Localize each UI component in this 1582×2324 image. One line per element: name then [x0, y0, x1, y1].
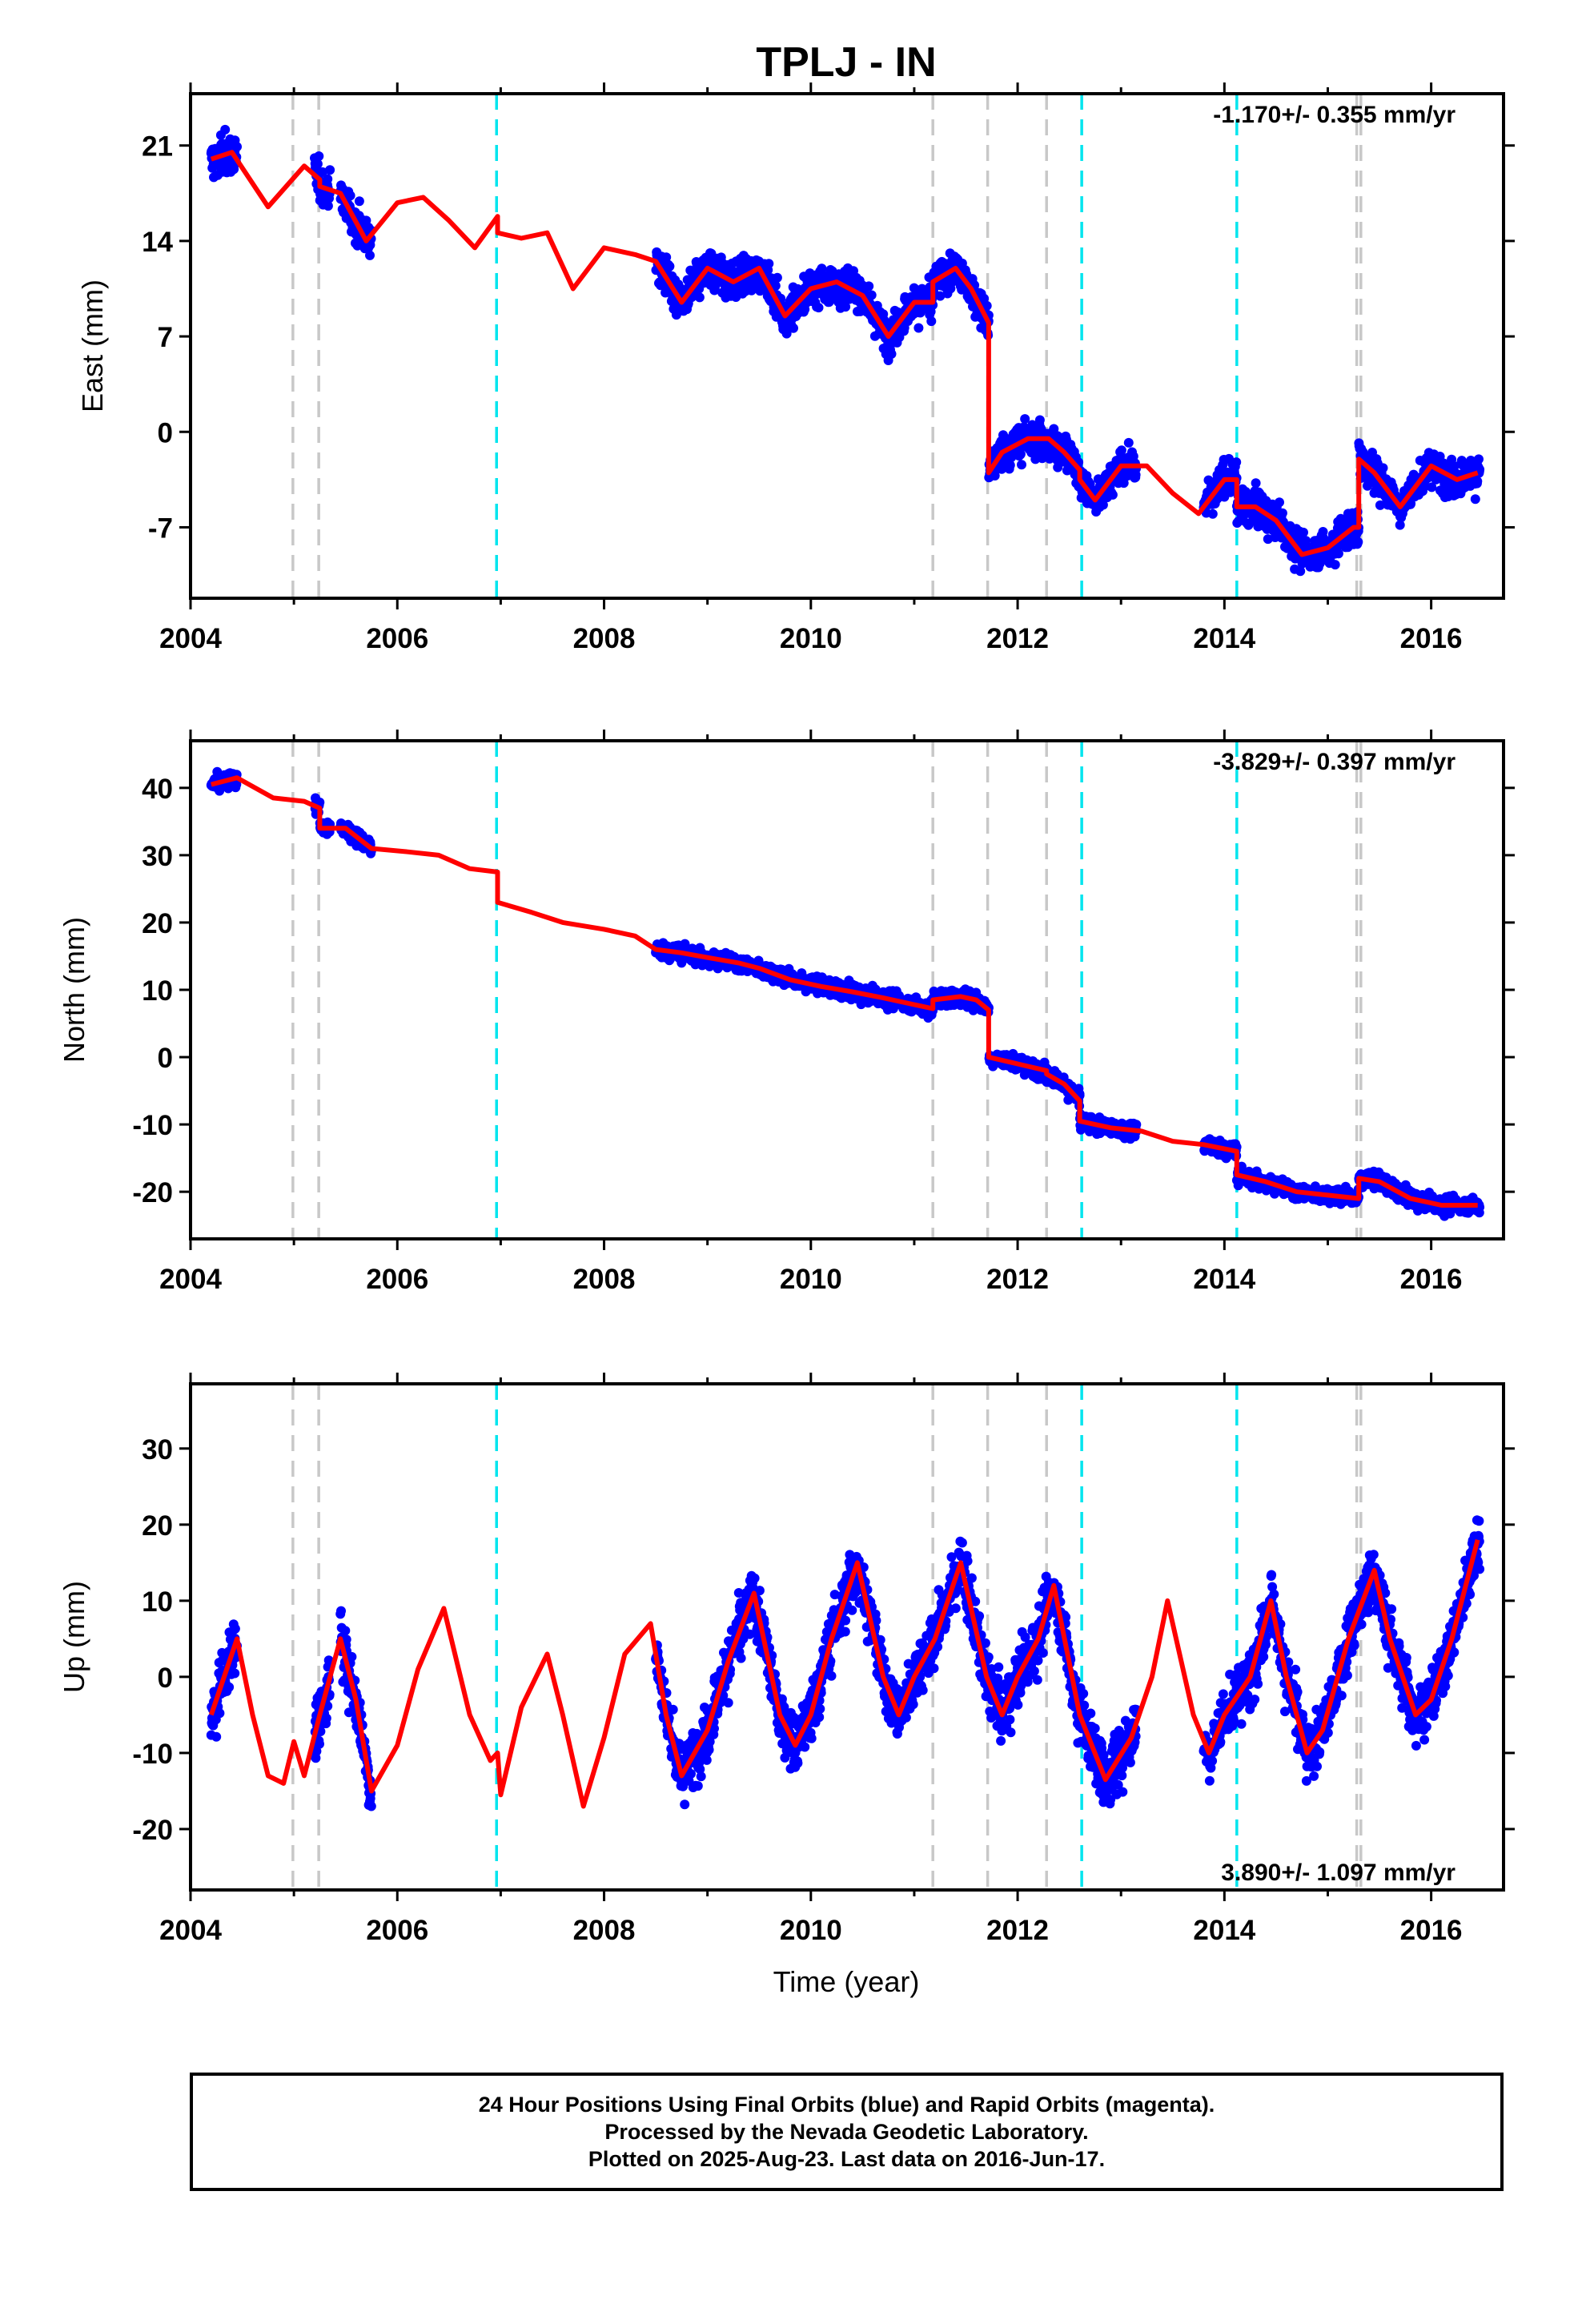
- east-data-point: [671, 310, 681, 320]
- east-rate-annotation: -1.170+/- 0.355 mm/yr: [1213, 102, 1456, 128]
- east-data-point: [1118, 478, 1129, 489]
- east-data-point: [772, 272, 782, 283]
- east-x-tick-label: 2014: [1193, 623, 1255, 654]
- east-x-tick-label: 2010: [780, 623, 842, 654]
- east-data-point: [1353, 537, 1363, 547]
- east-y-tick-label: 21: [142, 131, 173, 163]
- east-data-point: [1034, 415, 1045, 425]
- east-data-point: [1020, 414, 1030, 424]
- east-data-point: [694, 292, 705, 303]
- east-y-tick-label: -7: [148, 513, 173, 544]
- east-x-tick-label: 2006: [366, 623, 428, 654]
- east-data-point: [232, 142, 242, 152]
- east-data-point: [1299, 527, 1308, 537]
- east-data-point: [841, 302, 851, 312]
- east-y-axis-label: East (mm): [76, 279, 109, 412]
- east-data-point: [1116, 445, 1126, 456]
- east-data-point: [1251, 478, 1261, 489]
- east-data-point: [1474, 454, 1484, 464]
- east-data-point: [1107, 489, 1118, 500]
- east-data-point: [661, 252, 672, 263]
- east-y-tick-label: 14: [142, 227, 173, 258]
- east-data-point: [1470, 494, 1480, 505]
- east-data-point: [886, 349, 897, 359]
- east-y-tick-label: 0: [158, 417, 173, 448]
- east-data-point: [1005, 460, 1015, 470]
- north-data-points: [206, 766, 1485, 1221]
- east-data-point: [866, 290, 877, 300]
- east-y-tick-label: 7: [158, 322, 173, 353]
- east-data-point: [813, 303, 824, 313]
- east-x-tick-label: 2012: [986, 623, 1049, 654]
- east-data-point: [1275, 497, 1284, 508]
- east-data-point: [317, 167, 327, 177]
- east-data-point: [770, 280, 781, 291]
- east-data-points: [206, 124, 1485, 577]
- east-data-point: [864, 281, 874, 292]
- east-data-point: [323, 201, 333, 211]
- east-data-point: [1207, 509, 1218, 519]
- east-data-point: [764, 259, 774, 269]
- east-data-point: [1295, 566, 1306, 577]
- east-data-point: [665, 261, 675, 271]
- east-data-point: [1123, 437, 1134, 448]
- east-data-point: [1378, 463, 1388, 473]
- east-panel: -7 0 7 14 21 2004 2006 2008 2010 2012 2014 2016 East…: [76, 82, 1515, 654]
- east-model-line: [210, 150, 1479, 557]
- east-x-tick-label: 2008: [573, 623, 636, 654]
- east-data-point: [1277, 508, 1287, 518]
- east-x-tick-label: 2016: [1400, 623, 1463, 654]
- east-data-point: [1098, 500, 1108, 510]
- east-data-point: [1231, 457, 1242, 468]
- east-x-tick-label: 2004: [159, 623, 222, 654]
- north-data-point: [1131, 1120, 1142, 1130]
- east-data-point: [817, 263, 827, 274]
- east-plot-area: [206, 94, 1485, 598]
- east-data-point: [365, 250, 375, 260]
- east-data-point: [1017, 460, 1026, 470]
- east-data-point: [1406, 498, 1416, 509]
- east-data-point: [220, 124, 231, 135]
- east-data-point: [354, 196, 364, 207]
- east-data-point: [323, 174, 333, 184]
- east-data-point: [926, 316, 937, 327]
- east-data-point: [935, 291, 946, 301]
- east-data-point: [982, 300, 992, 311]
- east-data-point: [314, 151, 324, 161]
- east-data-point: [789, 323, 798, 333]
- north-plot-area: [206, 741, 1485, 1239]
- east-data-point: [1318, 527, 1328, 537]
- east-data-point: [979, 293, 990, 304]
- east-data-point: [1015, 449, 1026, 459]
- east-data-point: [1395, 520, 1405, 530]
- east-data-point: [325, 165, 335, 175]
- east-data-point: [1427, 482, 1437, 493]
- east-data-point: [1333, 549, 1343, 559]
- east-data-point: [345, 191, 355, 201]
- east-data-point: [1330, 560, 1340, 570]
- east-data-point: [312, 159, 323, 169]
- chart-title: TPLJ - IN: [756, 39, 936, 86]
- east-data-point: [913, 323, 924, 333]
- east-data-point: [1472, 476, 1483, 486]
- east-plot-frame: [189, 92, 1505, 600]
